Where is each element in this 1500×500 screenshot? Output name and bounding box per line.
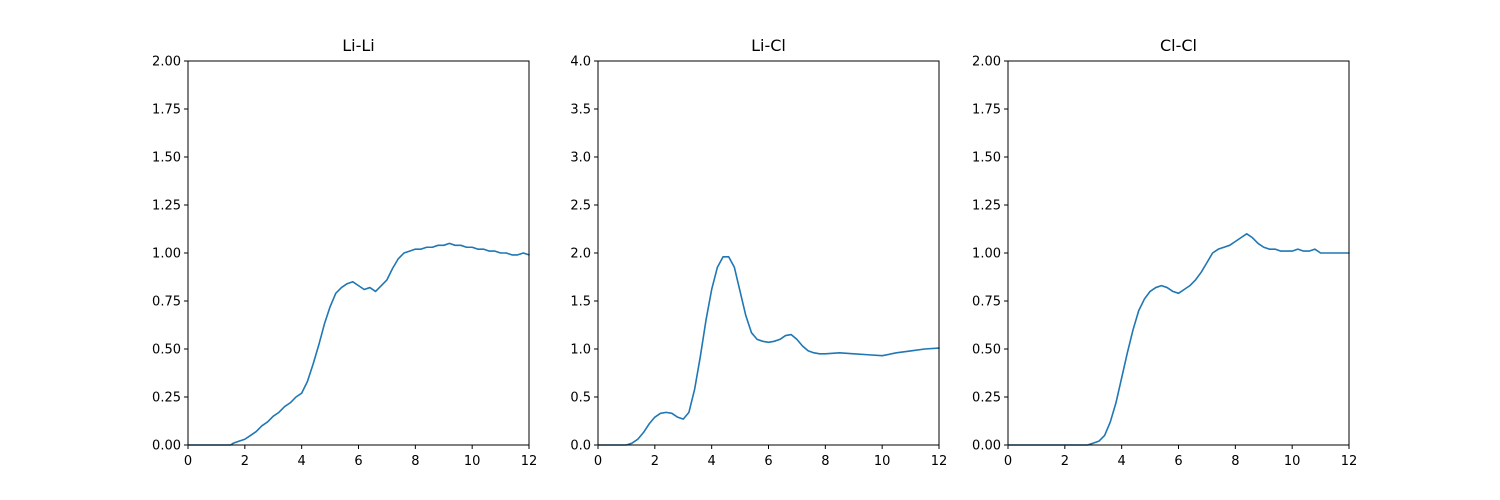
axes-frame-cl-cl: [1007, 60, 1350, 446]
panel-title-cl-cl: Cl-Cl: [1160, 36, 1197, 55]
x-tick-label-cl-cl: 8: [1231, 454, 1239, 469]
x-tick-label-cl-cl: 6: [1174, 454, 1182, 469]
y-tick-label-cl-cl: 0.75: [972, 295, 1001, 310]
y-tick-label-cl-cl: 2.00: [972, 55, 1001, 70]
y-tick-label-li-li: 1.00: [152, 247, 181, 262]
series-line-li-cl: [597, 256, 940, 446]
panel-title-li-cl: Li-Cl: [751, 36, 786, 55]
panel-li-li: Li-Li 0 2 4 6 8 10 12 0.00 0.25 0.50 0.75 1.00 1.25 1…: [152, 36, 537, 469]
y-tick-label-li-cl: 0.0: [570, 439, 591, 454]
y-tick-label-li-li: 1.50: [152, 151, 181, 166]
y-tick-label-li-li: 0.00: [152, 439, 181, 454]
ticks-li-li: 0 2 4 6 8 10 12 0.00 0.25 0.50 0.75 1.00 1.25 1.50 1.7…: [152, 55, 537, 470]
y-tick-label-li-li: 1.25: [152, 199, 181, 214]
y-tick-label-li-cl: 2.0: [570, 247, 591, 262]
y-tick-label-li-li: 0.50: [152, 343, 181, 358]
y-tick-label-li-li: 2.00: [152, 55, 181, 70]
y-tick-label-li-cl: 3.0: [570, 151, 591, 166]
y-tick-label-cl-cl: 0.50: [972, 343, 1001, 358]
x-tick-label-li-li: 6: [354, 454, 362, 469]
axes-frame-li-li: [187, 60, 530, 446]
x-tick-label-cl-cl: 4: [1118, 454, 1126, 469]
x-tick-label-li-cl: 0: [594, 454, 602, 469]
x-tick-label-li-li: 0: [184, 454, 192, 469]
x-tick-label-cl-cl: 0: [1004, 454, 1012, 469]
y-tick-label-li-cl: 2.5: [570, 199, 591, 214]
x-tick-label-li-li: 4: [298, 454, 306, 469]
x-tick-label-li-li: 12: [521, 454, 538, 469]
y-tick-label-li-cl: 1.0: [570, 343, 591, 358]
panel-title-li-li: Li-Li: [342, 36, 375, 55]
y-tick-label-cl-cl: 0.25: [972, 391, 1001, 406]
x-tick-label-li-cl: 8: [821, 454, 829, 469]
x-tick-label-li-li: 8: [411, 454, 419, 469]
x-tick-label-li-cl: 6: [764, 454, 772, 469]
y-tick-label-cl-cl: 1.00: [972, 247, 1001, 262]
x-tick-label-li-li: 2: [241, 454, 249, 469]
y-tick-label-li-li: 0.25: [152, 391, 181, 406]
y-tick-label-cl-cl: 1.75: [972, 103, 1001, 118]
y-tick-label-li-cl: 3.5: [570, 103, 591, 118]
panel-cl-cl: Cl-Cl 0 2 4 6 8 10 12 0.00 0.25 0.50 0.75 1.00 1.25 1…: [972, 36, 1357, 469]
x-tick-label-cl-cl: 2: [1061, 454, 1069, 469]
y-tick-label-li-cl: 4.0: [570, 55, 591, 70]
x-tick-label-cl-cl: 10: [1284, 454, 1301, 469]
axes-frame-li-cl: [597, 60, 940, 446]
panel-li-cl: Li-Cl 0 2 4 6 8 10 12 0.0 0.5 1.0 1.5 2.0 2.5 3.0 3.5 4…: [570, 36, 947, 469]
x-tick-label-li-cl: 10: [874, 454, 891, 469]
y-tick-label-cl-cl: 1.25: [972, 199, 1001, 214]
y-tick-label-li-cl: 1.5: [570, 295, 591, 310]
x-tick-label-li-cl: 12: [931, 454, 948, 469]
x-tick-label-li-li: 10: [464, 454, 481, 469]
y-tick-label-li-li: 0.75: [152, 295, 181, 310]
ticks-li-cl: 0 2 4 6 8 10 12 0.0 0.5 1.0 1.5 2.0 2.5 3.0 3.5 4.0: [570, 55, 947, 470]
x-tick-label-li-cl: 2: [651, 454, 659, 469]
x-tick-label-cl-cl: 12: [1341, 454, 1358, 469]
y-tick-label-cl-cl: 0.00: [972, 439, 1001, 454]
y-tick-label-cl-cl: 1.50: [972, 151, 1001, 166]
series-line-li-li: [187, 242, 530, 446]
y-tick-label-li-li: 1.75: [152, 103, 181, 118]
series-line-cl-cl: [1007, 233, 1350, 446]
ticks-cl-cl: 0 2 4 6 8 10 12 0.00 0.25 0.50 0.75 1.00 1.25 1.50 1.7…: [972, 55, 1357, 470]
y-tick-label-li-cl: 0.5: [570, 391, 591, 406]
x-tick-label-li-cl: 4: [708, 454, 716, 469]
